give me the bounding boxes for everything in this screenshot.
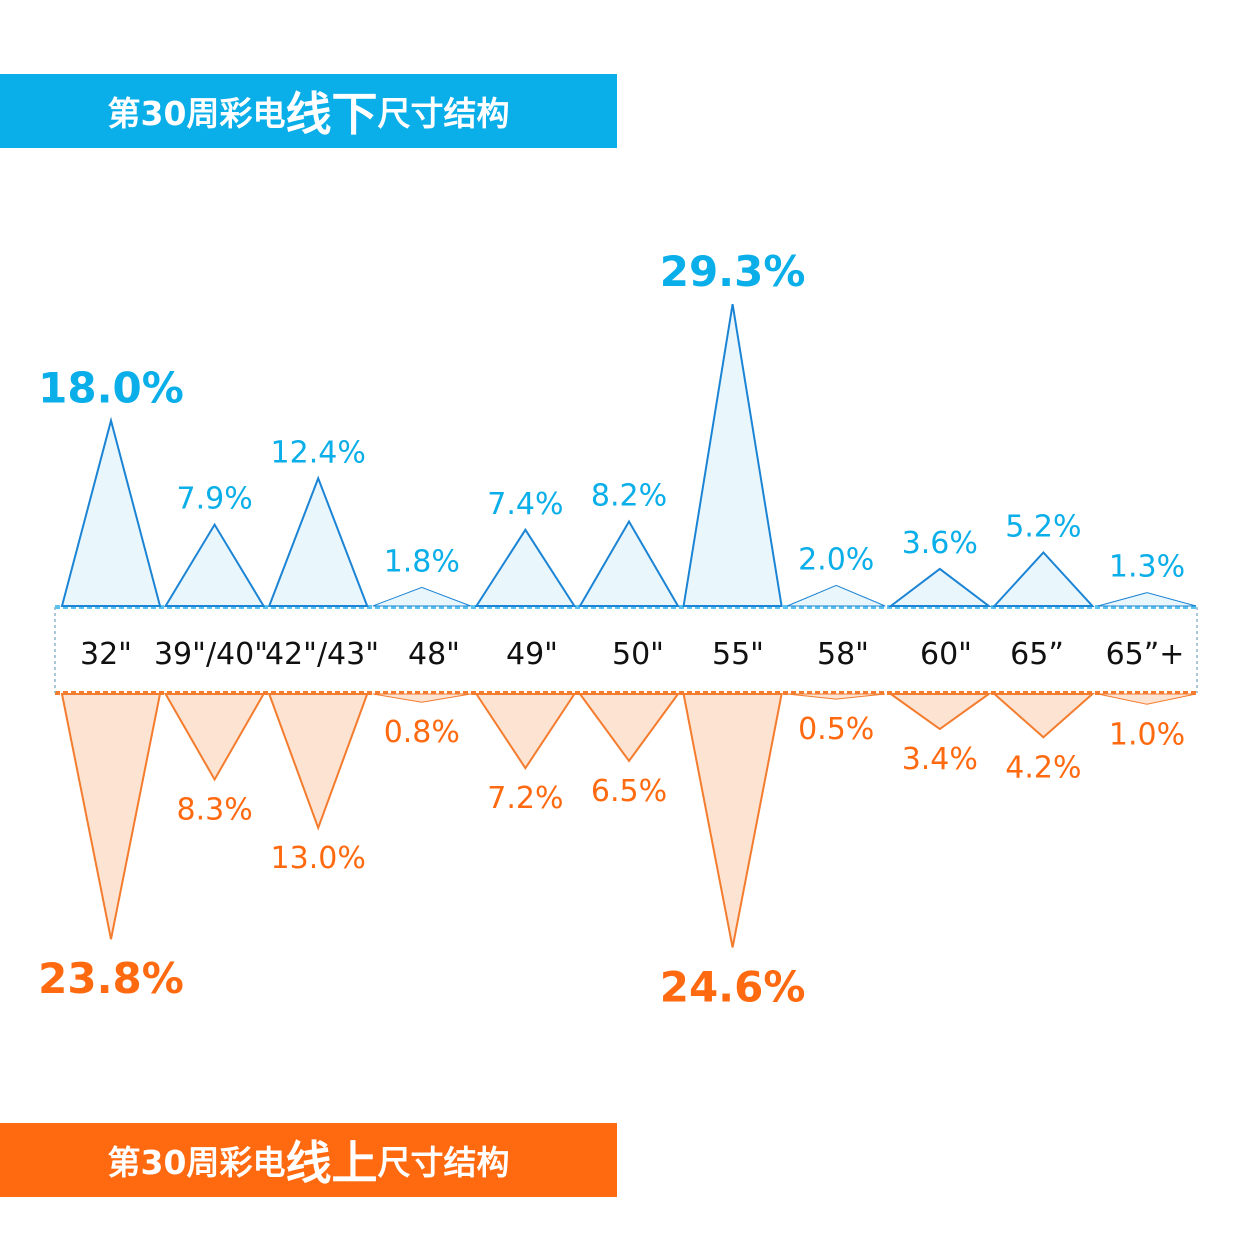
- online-value-label-9: 3.4%: [902, 742, 978, 777]
- offline-title-banner: 第30周彩电 线下 尺寸结构: [0, 74, 617, 148]
- offline-value-label-3: 12.4%: [271, 435, 366, 470]
- online-peak-5: [474, 693, 577, 770]
- offline-peak-9: [887, 567, 992, 607]
- online-title-prefix: 第30周彩电: [107, 1143, 286, 1182]
- online-value-label-4: 0.8%: [384, 715, 460, 750]
- category-label-2: 39"/40": [154, 637, 268, 672]
- online-title-suffix: 尺寸结构: [377, 1143, 510, 1182]
- offline-value-label-4: 1.8%: [384, 544, 460, 579]
- online-peak-10: [991, 693, 1096, 739]
- offline-value-label-5: 7.4%: [487, 487, 563, 522]
- offline-value-label-1: 18.0%: [38, 364, 184, 413]
- online-value-label-3: 13.0%: [271, 841, 366, 876]
- offline-peak-11: [1097, 592, 1197, 607]
- online-peak-11: [1097, 693, 1197, 705]
- online-value-label-7: 24.6%: [660, 962, 806, 1011]
- offline-peak-1: [60, 416, 162, 607]
- category-band: [55, 604, 1197, 696]
- offline-peak-8: [787, 584, 886, 607]
- offline-peak-10: [992, 550, 1095, 607]
- online-value-label-5: 7.2%: [487, 781, 563, 816]
- online-peak-2: [163, 693, 266, 782]
- online-value-label-8: 0.5%: [798, 712, 874, 747]
- offline-peak-6: [578, 519, 680, 607]
- offline-title-suffix: 尺寸结构: [377, 94, 510, 133]
- offline-peak-3: [267, 475, 369, 607]
- online-peak-1: [60, 693, 162, 940]
- online-value-label-10: 4.2%: [1005, 750, 1081, 785]
- category-label-1: 32": [80, 637, 132, 672]
- offline-peak-4: [372, 586, 471, 607]
- offline-value-label-7: 29.3%: [660, 247, 806, 296]
- online-peak-4: [372, 693, 471, 703]
- online-peak-6: [578, 693, 680, 763]
- offline-value-label-2: 7.9%: [176, 482, 252, 517]
- online-peak-7: [682, 693, 783, 948]
- online-value-label-11: 1.0%: [1109, 717, 1185, 752]
- category-label-3: 42"/43": [265, 637, 379, 672]
- offline-value-label-6: 8.2%: [591, 479, 667, 514]
- category-label-11: 65”+: [1106, 637, 1185, 672]
- category-label-6: 50": [612, 637, 664, 672]
- category-label-8: 58": [817, 637, 869, 672]
- offline-value-label-8: 2.0%: [798, 542, 874, 577]
- online-value-label-6: 6.5%: [591, 774, 667, 809]
- category-label-10: 65”: [1010, 637, 1064, 672]
- offline-title-emphasis: 线下: [285, 87, 378, 141]
- offline-value-label-9: 3.6%: [902, 526, 978, 561]
- offline-peak-2: [163, 522, 266, 607]
- online-title-emphasis: 线上: [285, 1136, 378, 1190]
- offline-value-label-10: 5.2%: [1005, 509, 1081, 544]
- online-peak-3: [267, 693, 369, 831]
- online-value-label-1: 23.8%: [38, 954, 184, 1003]
- category-label-4: 48": [408, 637, 460, 672]
- online-peak-8: [787, 693, 886, 700]
- online-value-label-2: 8.3%: [176, 792, 252, 827]
- category-label-5: 49": [506, 637, 558, 672]
- category-label-9: 60": [920, 637, 972, 672]
- online-title-banner: 第30周彩电 线上 尺寸结构: [0, 1123, 617, 1197]
- category-label-7: 55": [712, 637, 764, 672]
- offline-title-prefix: 第30周彩电: [107, 94, 286, 133]
- offline-peak-5: [474, 527, 577, 607]
- offline-value-label-11: 1.3%: [1109, 550, 1185, 585]
- offline-peak-7: [682, 304, 783, 607]
- online-peak-9: [887, 693, 992, 731]
